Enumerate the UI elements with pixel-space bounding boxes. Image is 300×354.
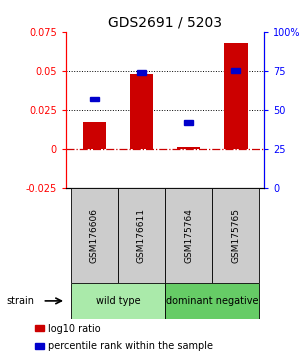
- Text: wild type: wild type: [95, 296, 140, 306]
- Text: GSM176611: GSM176611: [137, 208, 146, 263]
- Text: percentile rank within the sample: percentile rank within the sample: [48, 341, 213, 351]
- Bar: [232, 68, 240, 73]
- Text: GSM176606: GSM176606: [90, 208, 99, 263]
- Bar: [35, 343, 44, 349]
- Bar: [177, 147, 200, 149]
- FancyBboxPatch shape: [165, 188, 212, 283]
- Text: strain: strain: [6, 296, 34, 306]
- Bar: [90, 97, 98, 101]
- FancyBboxPatch shape: [212, 188, 259, 283]
- Bar: [82, 122, 106, 149]
- Bar: [137, 70, 146, 75]
- Bar: [184, 120, 193, 125]
- Text: GSM175764: GSM175764: [184, 208, 193, 263]
- Bar: [224, 43, 248, 149]
- FancyBboxPatch shape: [71, 283, 165, 319]
- FancyBboxPatch shape: [165, 283, 259, 319]
- Text: GSM175765: GSM175765: [231, 208, 240, 263]
- Text: dominant negative: dominant negative: [166, 296, 258, 306]
- Bar: [35, 325, 44, 331]
- Text: log10 ratio: log10 ratio: [48, 324, 100, 333]
- FancyBboxPatch shape: [71, 188, 118, 283]
- Title: GDS2691 / 5203: GDS2691 / 5203: [108, 15, 222, 29]
- FancyBboxPatch shape: [118, 188, 165, 283]
- Bar: [130, 74, 153, 149]
